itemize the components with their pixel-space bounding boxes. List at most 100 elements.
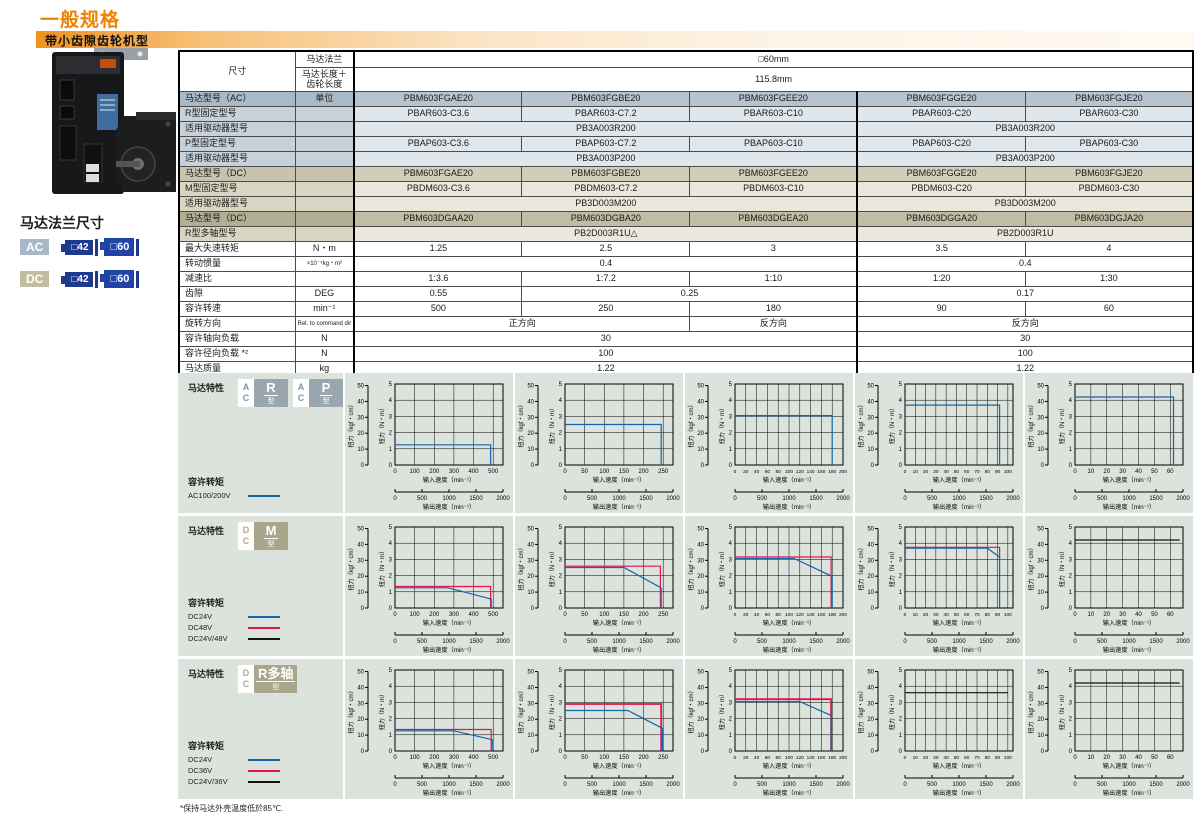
svg-text:20: 20 — [697, 431, 704, 437]
unit-cell: 单位 — [294, 91, 356, 107]
product-photo — [36, 46, 178, 206]
svg-text:100: 100 — [1004, 755, 1012, 761]
svg-text:输出速度（min⁻¹）: 输出速度（min⁻¹） — [593, 789, 645, 797]
svg-text:30: 30 — [697, 701, 704, 707]
svg-text:输入速度（min⁻¹）: 输入速度（min⁻¹） — [593, 762, 645, 770]
svg-text:1000: 1000 — [1122, 639, 1136, 645]
svg-text:输入速度（min⁻¹）: 输入速度（min⁻¹） — [1103, 619, 1155, 627]
value-cell: 500 — [353, 301, 523, 317]
svg-text:80: 80 — [985, 612, 991, 618]
svg-text:70: 70 — [974, 469, 980, 475]
chart-label-zone: 马达特性 D C M 型容许转矩 DC24V DC48V DC24V/48V — [178, 516, 343, 656]
value-cell: PBM603DGJA20 — [1024, 211, 1194, 227]
svg-text:输出速度（min⁻¹）: 输出速度（min⁻¹） — [423, 789, 475, 797]
svg-text:扭力（kgf・cm）: 扭力（kgf・cm） — [857, 687, 865, 733]
legend-line — [248, 626, 280, 629]
svg-text:2: 2 — [899, 717, 903, 723]
svg-text:10: 10 — [527, 733, 534, 739]
table-row: 转动惯量 ×10⁻⁴kg・m² 0.4 0.4 — [178, 256, 1194, 272]
svg-text:20: 20 — [1037, 431, 1044, 437]
dim-label: 尺寸 — [178, 50, 296, 92]
chart-label-zone: 马达特性 A C R 型 A C P 型容许转矩 AC100/200V — [178, 373, 343, 513]
unit-cell — [294, 211, 356, 227]
svg-text:140: 140 — [807, 469, 815, 475]
svg-text:0: 0 — [1073, 496, 1077, 502]
value-cell: PBDM603-C3.6 — [353, 181, 523, 197]
svg-text:1000: 1000 — [442, 782, 456, 788]
svg-text:10: 10 — [527, 590, 534, 596]
svg-text:30: 30 — [1119, 755, 1126, 761]
svg-text:1000: 1000 — [782, 639, 796, 645]
value-cell: PB3A003P200 — [856, 151, 1194, 167]
svg-text:30: 30 — [867, 701, 874, 707]
svg-text:50: 50 — [527, 527, 534, 533]
svg-text:30: 30 — [933, 469, 939, 475]
motor-driver-illustration — [52, 48, 176, 194]
value-cell: PBAR603-C30 — [1024, 106, 1194, 122]
chart-block: 马达特性 A C R 型 A C P 型容许转矩 AC100/200V 0 1 2 3 4 5 扭力（N・m） 0… — [178, 373, 1194, 513]
svg-text:100: 100 — [599, 469, 610, 475]
legend-line — [248, 615, 280, 618]
svg-text:500: 500 — [488, 612, 499, 618]
svg-text:0: 0 — [733, 639, 737, 645]
svg-text:40: 40 — [754, 612, 760, 618]
torque-speed-chart: 0 1 2 3 4 5 扭力（N・m） 0 10 20 30 40 50 扭力（kgf・cm） 0 10 20 3… — [1027, 668, 1190, 797]
svg-text:10: 10 — [697, 590, 704, 596]
svg-text:1000: 1000 — [952, 639, 966, 645]
svg-text:90: 90 — [995, 612, 1001, 618]
svg-text:200: 200 — [839, 755, 847, 761]
dc-badge: DC — [20, 271, 50, 287]
chart-legend: 容许转矩 AC100/200V — [188, 475, 280, 501]
svg-text:400: 400 — [469, 755, 480, 761]
svg-text:100: 100 — [785, 469, 793, 475]
svg-text:10: 10 — [913, 755, 919, 761]
table-row: 容许轴向负载 N 30 30 — [178, 331, 1194, 347]
chart-block: 马达特性 D C R多轴型容许转矩 DC24V DC36V DC24V/36V 0 1 2 3 4 5 扭… — [178, 659, 1194, 799]
svg-text:1: 1 — [1069, 447, 1073, 453]
value-cell: 1:7.2 — [521, 271, 691, 287]
svg-text:输入速度（min⁻¹）: 输入速度（min⁻¹） — [423, 762, 475, 770]
svg-text:20: 20 — [527, 431, 534, 437]
svg-text:10: 10 — [1037, 590, 1044, 596]
value-cell: PB2D003R1U — [856, 226, 1194, 242]
svg-text:30: 30 — [527, 558, 534, 564]
row-label: 适用驱动器型号 — [178, 151, 296, 167]
svg-text:40: 40 — [1037, 399, 1044, 405]
ac-badge: AC — [20, 239, 50, 255]
svg-text:10: 10 — [867, 590, 874, 596]
svg-text:0: 0 — [531, 463, 535, 469]
table-row: 容许径向负载 *² N 100 100 — [178, 346, 1194, 362]
torque-speed-chart: 0 1 2 3 4 5 扭力（N・m） 0 10 20 30 40 50 扭力（kgf・cm） 0 50 100… — [517, 382, 680, 511]
svg-text:0: 0 — [899, 463, 903, 469]
svg-text:0: 0 — [733, 496, 737, 502]
spec-table: 尺寸 马达法兰 □60mm 马达长度＋ 齿轮长度 115.8mm 马达型号（AC） 单位 PB… — [178, 50, 1194, 378]
svg-text:0: 0 — [393, 755, 397, 761]
svg-text:2: 2 — [899, 574, 903, 580]
row-label: 最大失速转矩 — [178, 241, 296, 257]
svg-text:80: 80 — [985, 469, 991, 475]
svg-text:0: 0 — [389, 463, 393, 469]
svg-text:140: 140 — [807, 755, 815, 761]
svg-text:5: 5 — [1069, 382, 1073, 388]
torque-speed-chart: 0 1 2 3 4 5 扭力（N・m） 0 10 20 30 40 50 扭力（kgf・cm） 0 20 40 6… — [687, 525, 850, 654]
svg-text:200: 200 — [429, 469, 440, 475]
value-cell: PBM603FGGE20 — [856, 166, 1026, 182]
value-cell: PBM603DGEA20 — [689, 211, 858, 227]
row-label: 马达型号（AC） — [178, 91, 296, 107]
value-cell: PBDM603-C20 — [856, 181, 1026, 197]
svg-text:1: 1 — [389, 447, 393, 453]
value-cell: 1.25 — [353, 241, 523, 257]
value-cell: PBDM603-C7.2 — [521, 181, 691, 197]
svg-text:500: 500 — [587, 782, 598, 788]
svg-text:4: 4 — [729, 398, 733, 404]
svg-text:扭力（N・m）: 扭力（N・m） — [718, 405, 726, 444]
svg-text:4: 4 — [389, 541, 393, 547]
section-subtitle: 带小齿隙齿轮机型 — [45, 34, 150, 48]
svg-text:扭力（N・m）: 扭力（N・m） — [718, 548, 726, 587]
svg-text:1500: 1500 — [639, 782, 653, 788]
svg-text:3: 3 — [729, 557, 733, 563]
legend-label: DC24V/36V — [188, 777, 228, 786]
